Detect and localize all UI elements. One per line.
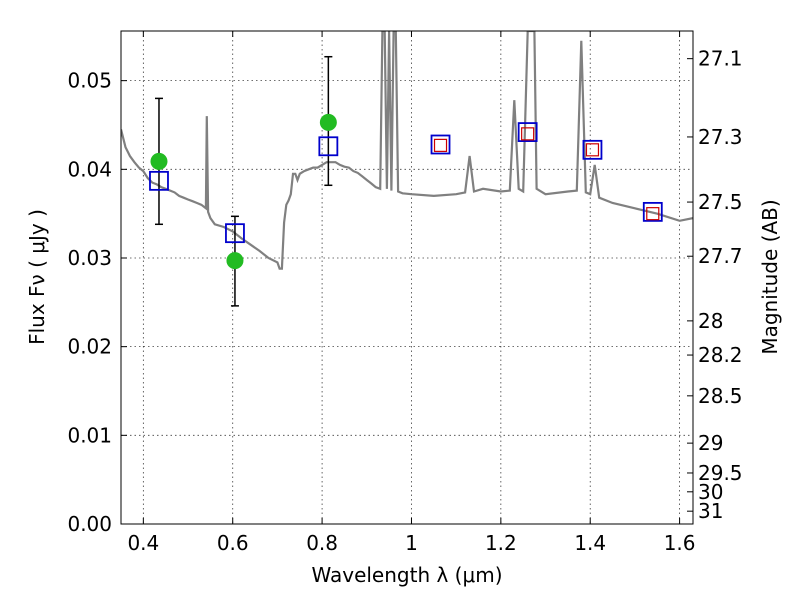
x-axis-ticks: 0.4 0.6 0.8 1 1.2 1.4 1.6 — [127, 31, 696, 555]
magnitude-tick-label: 29 — [698, 431, 723, 455]
x-tick-label: 0.4 — [127, 531, 159, 555]
y-axis-label: Flux Fν ( μJy ) — [25, 209, 49, 345]
y-tick-label: 0.03 — [67, 246, 112, 270]
x-tick-label: 0.8 — [306, 531, 338, 555]
x-tick-label: 1.4 — [574, 531, 606, 555]
y-tick-label: 0.00 — [67, 512, 112, 536]
magnitude-axis-label: Magnitude (AB) — [758, 199, 782, 354]
observed-point — [150, 152, 168, 170]
y-tick-label: 0.02 — [67, 335, 112, 359]
x-tick-label: 0.6 — [217, 531, 249, 555]
model-photometry-point — [225, 223, 245, 244]
y-tick-label: 0.01 — [67, 423, 112, 447]
model-photometry-inner-point — [646, 207, 660, 221]
model-photometry-points — [149, 122, 663, 244]
magnitude-tick-label: 27.5 — [698, 190, 743, 214]
magnitude-tick-label: 29.5 — [698, 461, 743, 485]
y-tick-label: 0.04 — [67, 157, 112, 181]
plot-area — [121, 31, 693, 307]
model-photometry-point — [642, 201, 663, 222]
magnitude-tick-label: 28.2 — [698, 343, 743, 367]
model-photometry-point — [149, 170, 169, 191]
model-photometry-inner-point — [521, 127, 535, 141]
model-photometry-point — [517, 122, 538, 142]
grid — [121, 31, 693, 525]
magnitude-tick-label: 30 — [698, 480, 723, 504]
x-tick-label: 1.2 — [485, 531, 517, 555]
plot-frame — [120, 30, 694, 525]
magnitude-tick-label: 27.7 — [698, 244, 743, 268]
model-photometry-inner-point — [585, 143, 600, 157]
observed-point — [226, 252, 244, 270]
model-photometry-point — [318, 136, 339, 157]
magnitude-tick-label: 31 — [698, 499, 723, 523]
model-photometry-point — [430, 134, 451, 155]
magnitude-tick-label: 28 — [698, 309, 723, 333]
observed-points — [150, 113, 337, 270]
x-tick-label: 1 — [405, 531, 418, 555]
magnitude-tick-label: 27.1 — [698, 47, 743, 71]
error-bars — [154, 55, 333, 307]
model-spectrum-line — [121, 31, 693, 270]
x-axis-label: Wavelength λ (μm) — [311, 563, 502, 587]
model-photometry-point — [582, 139, 603, 160]
magnitude-tick-label: 28.5 — [698, 384, 743, 408]
model-photometry-inner-point — [433, 138, 448, 152]
magnitude-tick-label: 27.3 — [698, 125, 743, 149]
observed-point — [319, 113, 337, 131]
y-axis-ticks: 0.00 0.01 0.02 0.03 0.04 0.05 — [67, 69, 127, 536]
x-tick-label: 1.6 — [664, 531, 696, 555]
y-tick-label: 0.05 — [67, 69, 112, 93]
